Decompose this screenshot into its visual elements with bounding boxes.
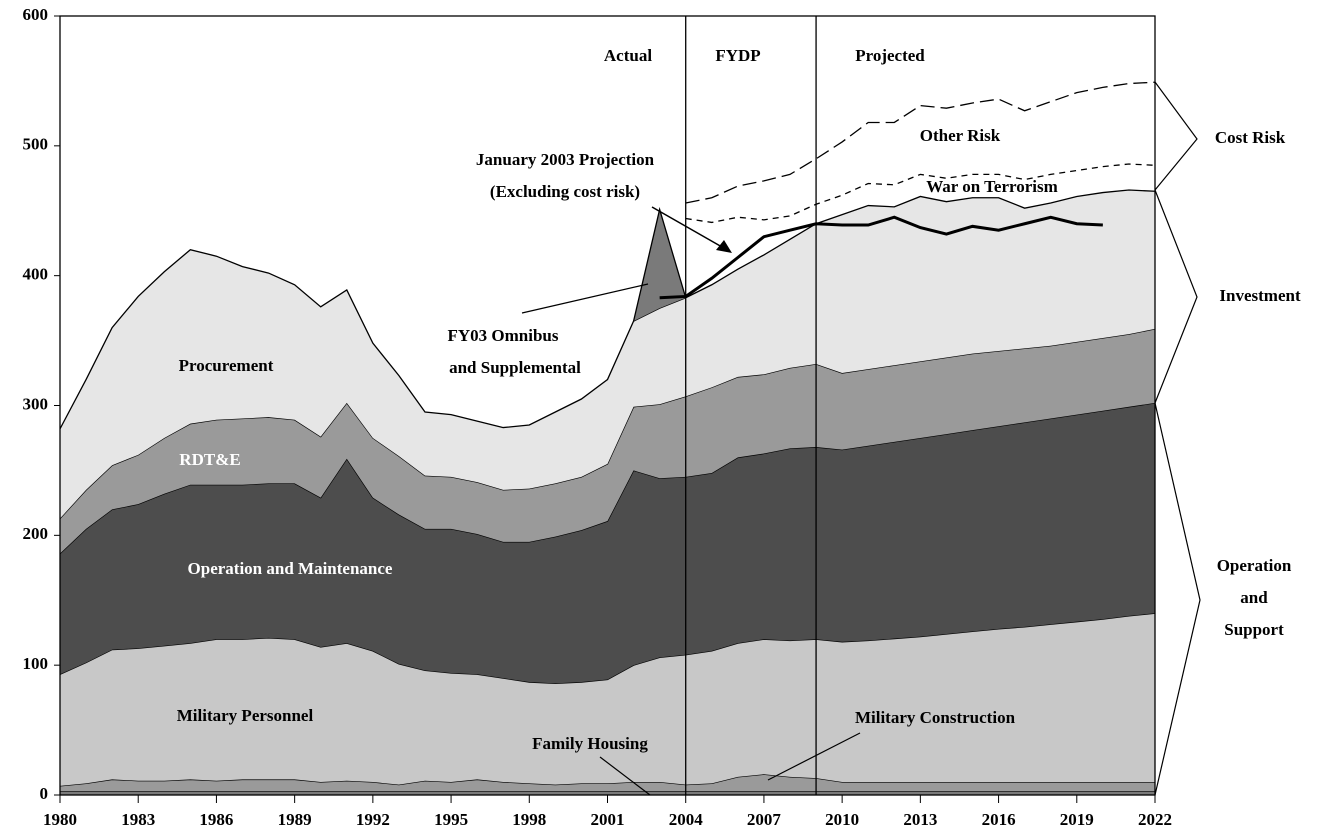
annotation: Projected bbox=[855, 46, 925, 65]
x-tick-label: 1983 bbox=[121, 810, 155, 829]
series-label: Operation and Maintenance bbox=[188, 559, 393, 578]
areas bbox=[59, 189, 1156, 795]
pointer bbox=[521, 283, 649, 314]
group-label: Operation bbox=[1217, 556, 1292, 575]
x-tick-label: 1992 bbox=[356, 810, 390, 829]
area bbox=[633, 209, 686, 322]
bracket bbox=[1154, 402, 1201, 796]
line bbox=[685, 163, 1156, 224]
axes: 0 100 200 300 400 500 600 1980 1983 1986 1989 1992 1… bbox=[23, 5, 1173, 829]
series-label: Family Housing bbox=[532, 734, 648, 753]
x-tick-label: 1986 bbox=[199, 810, 233, 829]
x-tick-label: 2019 bbox=[1060, 810, 1094, 829]
y-tick-label: 600 bbox=[23, 5, 49, 24]
x-tick-label: 1980 bbox=[43, 810, 77, 829]
area bbox=[60, 791, 1155, 795]
y-tick-label: 300 bbox=[23, 394, 49, 413]
annotation: and Supplemental bbox=[449, 358, 581, 377]
y-tick-label: 400 bbox=[23, 265, 49, 284]
series-label: War on Terrorism bbox=[926, 177, 1058, 196]
group-label: Support bbox=[1224, 620, 1284, 639]
y-tick-label: 100 bbox=[23, 654, 49, 673]
area bbox=[60, 189, 1155, 519]
group-label: Cost Risk bbox=[1215, 128, 1286, 147]
x-tick-label: 2007 bbox=[747, 810, 782, 829]
pointer bbox=[599, 756, 651, 796]
group-label: and bbox=[1240, 588, 1268, 607]
pointer bbox=[651, 206, 723, 248]
area bbox=[60, 328, 1155, 554]
group-label: Investment bbox=[1219, 286, 1301, 305]
area bbox=[60, 774, 1155, 792]
area bbox=[60, 402, 1155, 684]
x-tick-label: 2001 bbox=[591, 810, 625, 829]
x-tick-label: 2022 bbox=[1138, 810, 1172, 829]
annotation: FYDP bbox=[715, 46, 760, 65]
labels: Actual FYDP Projected Other Risk War on … bbox=[177, 46, 1301, 796]
lines bbox=[659, 81, 1156, 300]
y-tick-label: 500 bbox=[23, 135, 49, 154]
x-tick-label: 1998 bbox=[512, 810, 546, 829]
y-tick-label: 200 bbox=[23, 524, 49, 543]
annotation: Actual bbox=[604, 46, 652, 65]
annotation: (Excluding cost risk) bbox=[490, 182, 640, 201]
pointer bbox=[767, 732, 861, 781]
x-tick-label: 2013 bbox=[903, 810, 937, 829]
x-tick-label: 2004 bbox=[669, 810, 704, 829]
area bbox=[60, 613, 1155, 786]
x-tick-label: 2010 bbox=[825, 810, 859, 829]
x-tick-label: 1995 bbox=[434, 810, 468, 829]
arrow-head bbox=[716, 240, 732, 253]
series-label: Procurement bbox=[179, 356, 274, 375]
x-tick-label: 1989 bbox=[278, 810, 312, 829]
series-label: Other Risk bbox=[920, 126, 1001, 145]
y-tick-label: 0 bbox=[40, 784, 49, 803]
series-label: January 2003 Projection bbox=[476, 150, 655, 169]
line bbox=[685, 81, 1156, 204]
area-edge bbox=[59, 189, 1156, 430]
bracket bbox=[1154, 81, 1198, 191]
series-label: Military Construction bbox=[855, 708, 1016, 727]
series-label: Military Personnel bbox=[177, 706, 314, 725]
series-label: RDT&E bbox=[179, 450, 240, 469]
x-tick-label: 2016 bbox=[982, 810, 1016, 829]
bracket bbox=[1154, 189, 1198, 404]
line bbox=[659, 215, 1103, 300]
series-label: FY03 Omnibus bbox=[448, 326, 559, 345]
area-edge bbox=[632, 206, 687, 322]
